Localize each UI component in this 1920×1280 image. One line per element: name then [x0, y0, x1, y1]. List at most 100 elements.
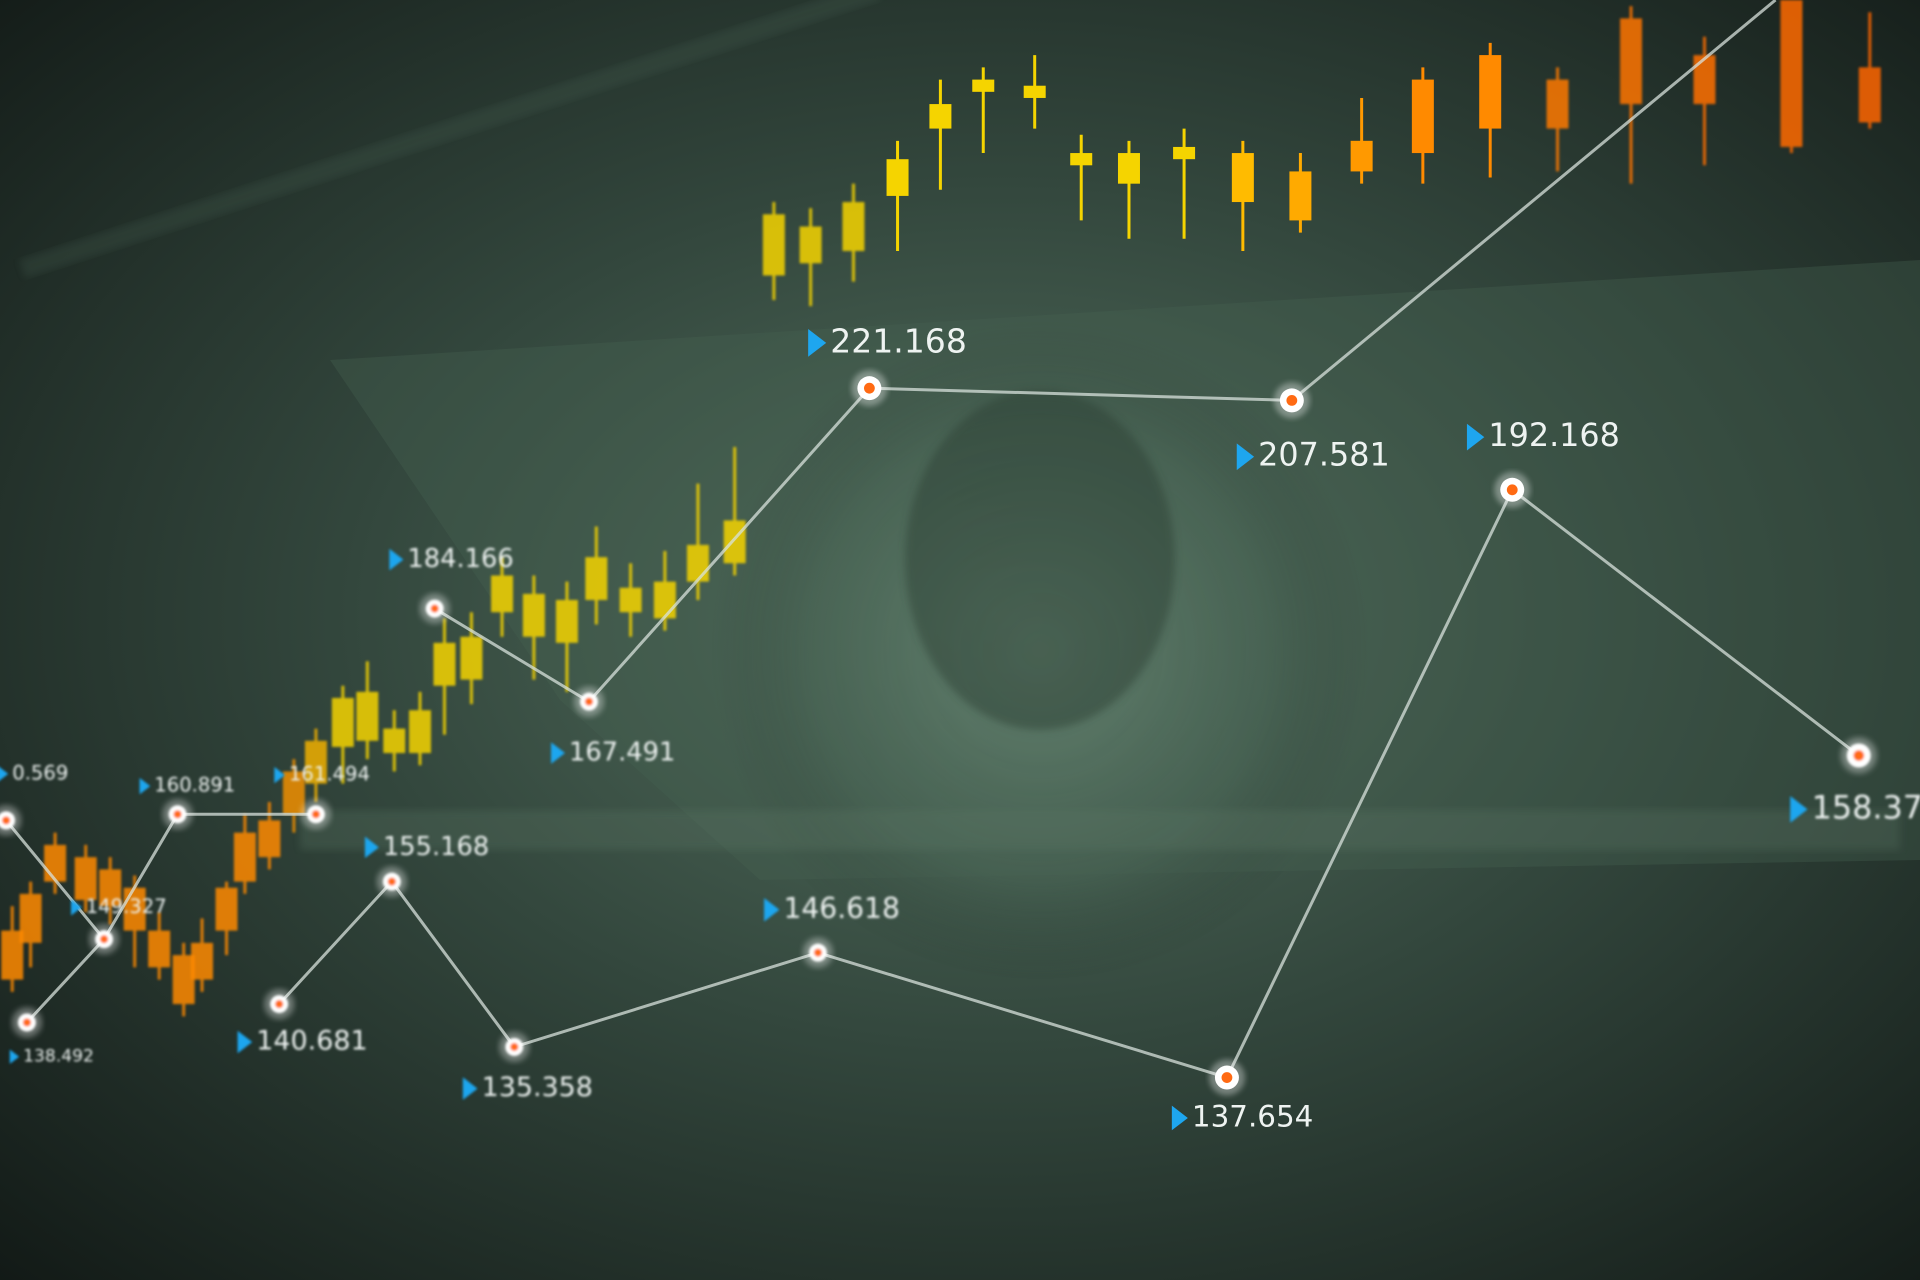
candle-body	[1780, 0, 1803, 147]
candle-body	[1479, 55, 1502, 129]
candlestick	[1546, 67, 1569, 172]
label-marker	[139, 777, 151, 795]
candlestick	[331, 685, 354, 784]
candle-body	[191, 942, 214, 980]
candle-body	[1117, 153, 1140, 184]
label-marker	[1790, 796, 1808, 823]
candlestick	[1070, 134, 1093, 221]
candlestick	[522, 575, 545, 680]
data-point: 158.371	[1790, 737, 1920, 826]
data-point: 146.618	[764, 892, 900, 968]
point-label: 221.168	[830, 321, 967, 360]
label-marker	[808, 328, 827, 357]
candlestick	[762, 202, 785, 300]
candle-body	[1289, 171, 1312, 221]
candle-body	[1023, 85, 1046, 98]
candlestick	[19, 881, 42, 968]
point-label: 160.891	[154, 774, 235, 797]
point-core	[430, 604, 439, 613]
candle-body	[522, 593, 545, 637]
candle-body	[19, 893, 42, 943]
candlestick	[1858, 12, 1881, 129]
candle-body	[215, 887, 238, 931]
candlestick	[1479, 42, 1502, 178]
data-point: 192.168	[1466, 416, 1620, 508]
candle-body	[799, 226, 822, 264]
candle-body	[1546, 79, 1569, 129]
candle-body	[1411, 79, 1434, 154]
label-marker	[0, 767, 9, 781]
connector-line	[4, 812, 316, 942]
point-label: 192.168	[1488, 416, 1620, 454]
candlestick	[972, 67, 995, 154]
candlestick	[433, 618, 456, 735]
point-label: 137.654	[1192, 1099, 1313, 1133]
point-core	[584, 697, 594, 706]
candlestick	[215, 881, 238, 956]
candle-body	[1620, 18, 1643, 105]
candlestick	[1620, 6, 1643, 184]
candle-body	[686, 544, 709, 582]
candle-body	[383, 728, 406, 754]
candlesticks	[1, 0, 1881, 1017]
candlestick	[148, 912, 171, 980]
candlestick	[282, 759, 305, 833]
data-point: 160.891	[139, 774, 235, 830]
point-label: 149.327	[86, 895, 167, 918]
label-marker	[764, 897, 780, 922]
candlestick	[929, 79, 952, 190]
candle-body	[1, 930, 24, 980]
label-marker	[551, 742, 566, 764]
candle-body	[1231, 153, 1254, 203]
label-marker	[9, 1049, 20, 1064]
candlestick	[1, 906, 24, 992]
candle-body	[972, 79, 995, 92]
candlestick	[172, 942, 195, 1017]
point-label: 167.491	[569, 738, 675, 768]
candlestick	[304, 728, 327, 803]
data-point: 161.494	[274, 763, 370, 830]
candlestick	[619, 563, 642, 637]
candle-body	[762, 214, 785, 276]
data-point: 138.492	[9, 1007, 94, 1067]
point-label: 155.168	[383, 832, 489, 862]
data-point: 140.681	[237, 989, 368, 1057]
point-core	[1853, 750, 1865, 761]
candlestick	[1173, 128, 1196, 239]
point-core	[1286, 395, 1298, 406]
point-core	[1221, 1072, 1233, 1083]
candle-body	[74, 857, 97, 900]
point-label: 146.618	[783, 892, 899, 925]
candlestick	[1289, 153, 1312, 233]
candlestick	[1117, 140, 1140, 239]
point-core	[2, 816, 11, 825]
point-core	[813, 948, 823, 957]
candlestick	[191, 918, 214, 992]
point-core	[22, 1018, 31, 1027]
candlestick	[460, 612, 483, 705]
candle-body	[1070, 153, 1093, 166]
point-core	[387, 877, 396, 886]
point-label: 140.681	[256, 1026, 367, 1057]
candle-body	[1173, 146, 1196, 160]
candle-body	[331, 697, 354, 747]
candle-body	[148, 930, 171, 968]
candlestick	[74, 844, 97, 913]
candlestick	[1231, 140, 1254, 252]
data-point: 0.569	[0, 761, 68, 836]
point-core	[1506, 484, 1518, 496]
candle-body	[929, 104, 952, 129]
candlestick	[799, 208, 822, 307]
label-marker	[237, 1030, 253, 1054]
data-point: 207.581	[1236, 382, 1390, 474]
point-label: 135.358	[482, 1072, 593, 1103]
candle-body	[1858, 67, 1881, 123]
point-label: 158.371	[1812, 788, 1920, 826]
data-point: 184.166	[389, 544, 514, 624]
candlestick	[383, 710, 406, 772]
candlestick	[233, 814, 256, 894]
candle-body	[409, 710, 431, 754]
banknote	[18, 0, 1920, 980]
data-point: 221.168	[808, 321, 967, 407]
candlestick	[585, 526, 608, 625]
